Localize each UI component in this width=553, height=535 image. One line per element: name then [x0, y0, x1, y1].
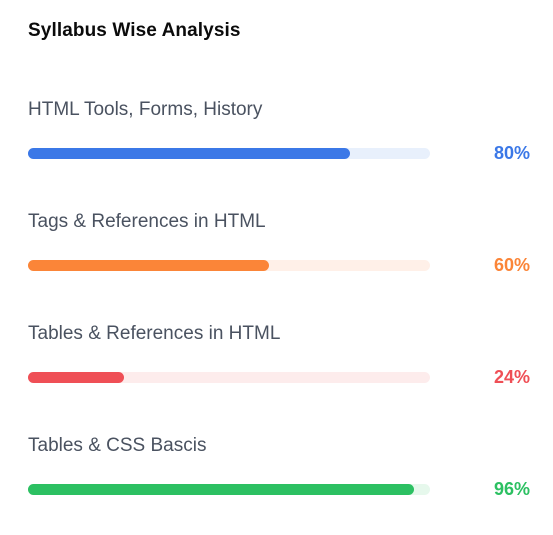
syllabus-item-tables-references: Tables & References in HTML 24% — [28, 323, 533, 387]
syllabus-item-label: Tables & CSS Bascis — [28, 435, 207, 456]
progress-fill — [28, 148, 350, 159]
progress-track — [28, 484, 430, 495]
syllabus-item-html-tools: HTML Tools, Forms, History 80% — [28, 99, 533, 163]
progress-percent: 24% — [493, 367, 530, 387]
progress-fill — [28, 260, 270, 271]
progress-track — [28, 148, 430, 159]
progress-percent: 96% — [493, 479, 530, 499]
progress-track — [28, 372, 430, 383]
progress-percent: 80% — [493, 143, 530, 163]
progress-fill — [28, 484, 414, 495]
progress-percent: 60% — [493, 255, 530, 275]
syllabus-item-label: HTML Tools, Forms, History — [28, 99, 263, 120]
progress-fill — [28, 372, 125, 383]
syllabus-item-label: Tags & References in HTML — [28, 211, 266, 232]
progress-track — [28, 260, 430, 271]
page-title: Syllabus Wise Analysis — [28, 20, 241, 41]
syllabus-item-tables-css: Tables & CSS Bascis 96% — [28, 435, 533, 499]
syllabus-item-tags-references: Tags & References in HTML 60% — [28, 211, 533, 275]
syllabus-item-label: Tables & References in HTML — [28, 323, 281, 344]
